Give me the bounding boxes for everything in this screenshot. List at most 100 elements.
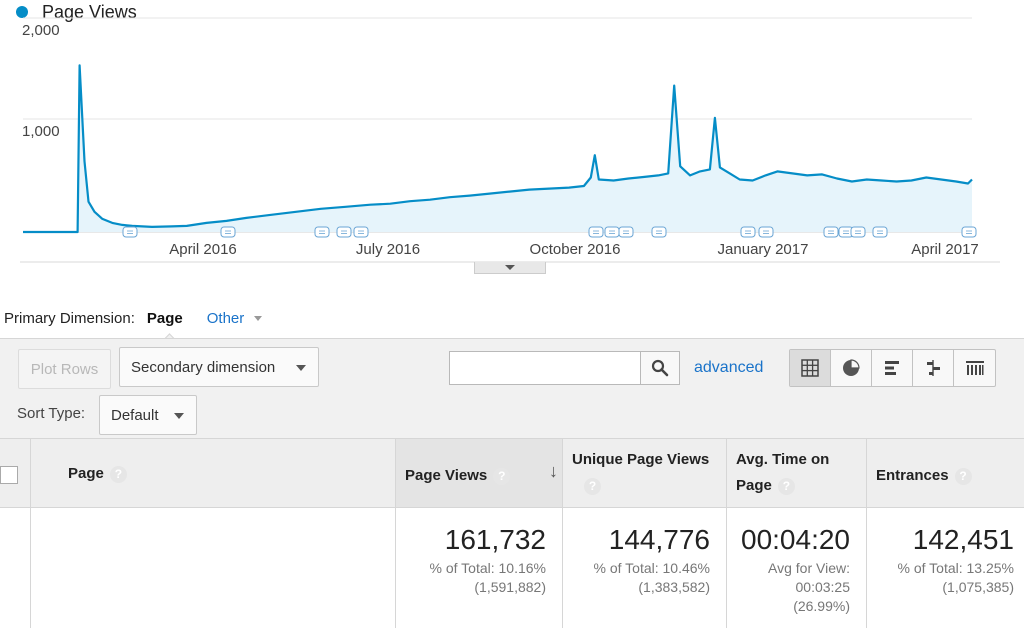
annotation-bubble [314,226,330,238]
avg-time-view-average: Avg for View: 00:03:25 (26.99%) [768,559,850,616]
legend-dot-icon [16,6,28,18]
total-page-views-share: % of Total: 10.16% (1,591,882) [430,559,546,597]
select-all-checkbox[interactable] [0,466,18,484]
annotation-icon[interactable] [651,226,667,238]
header-avg-time-line1: Avg. Time on [736,451,830,468]
chart-svg: 2,000 1,000 April 2016 July 2016 October 201… [20,17,1000,263]
header-page-label: Page? [68,461,127,487]
timeline-chart[interactable]: Page Views 2,000 1,000 April 2016 July 2016… [0,0,1024,282]
annotation-bubble [872,226,888,238]
sort-type-dropdown[interactable]: Default [99,395,197,435]
help-icon[interactable]: ? [584,477,601,495]
annotation-bubble [823,226,839,238]
comparison-icon [927,360,940,376]
avg-time-line3: (26.99%) [793,598,850,614]
sort-descending-icon[interactable]: ↓ [549,461,558,481]
header-entrances[interactable]: Entrances? [867,439,1024,507]
annotation-icon[interactable] [122,226,138,238]
header-page-views-text: Page Views [405,467,488,484]
unique-page-views-site-total: (1,383,582) [638,579,710,595]
y-tick-label: 1,000 [22,123,60,140]
table-search-input[interactable] [449,351,640,385]
annotation-icon[interactable] [740,226,756,238]
header-page-views-label: Page Views? [405,463,511,489]
table-header: Page? Page Views? ↓ Unique Page Views ? … [0,438,1024,508]
view-pie-button[interactable] [831,350,872,386]
annotation-icon[interactable] [961,226,977,238]
bar-chart-icon [885,361,899,375]
entrances-site-total: (1,075,385) [942,579,1014,595]
annotation-icon[interactable] [220,226,236,238]
totals-page-views-cell: 161,732 % of Total: 10.16% (1,591,882) [396,508,563,628]
secondary-dimension-dropdown[interactable]: Secondary dimension [119,347,319,387]
total-entrances-share: % of Total: 13.25% (1,075,385) [898,559,1014,597]
annotation-icon[interactable] [823,226,839,238]
header-avg-time-line2: Page [736,477,772,494]
chart-collapse-handle[interactable] [474,262,546,274]
help-icon[interactable]: ? [493,467,511,485]
annotation-icon[interactable] [618,226,634,238]
chevron-down-icon [254,316,263,322]
annotation-icon[interactable] [850,226,866,238]
total-page-views: 161,732 [444,524,546,555]
table-view-switcher [789,349,996,387]
annotation-icon[interactable] [336,226,352,238]
chevron-down-icon [505,265,515,270]
avg-time-line1: Avg for View: [768,560,850,576]
pivot-table-icon [965,361,984,375]
primary-dimension-bar: Primary Dimension: Page Other [4,308,263,328]
chevron-down-icon [296,365,306,371]
chart-legend[interactable]: Page Views [16,0,137,24]
header-page-views[interactable]: Page Views? ↓ [396,439,563,507]
search-icon [651,359,669,377]
annotation-icon[interactable] [353,226,369,238]
view-pivot-button[interactable] [954,350,995,386]
header-entrances-text: Entrances [876,467,949,484]
total-avg-time-on-page: 00:04:20 [741,524,850,555]
view-data-table-button[interactable] [790,350,831,386]
secondary-dimension-label: Secondary dimension [131,358,276,376]
dimension-other-label: Other [206,309,245,327]
unique-page-views-pct: % of Total: 10.46% [593,560,710,576]
annotation-bubble [758,226,774,238]
total-unique-page-views: 144,776 [608,524,710,555]
search-button[interactable] [640,351,680,385]
help-icon[interactable]: ? [109,465,127,483]
view-comparison-button[interactable] [913,350,954,386]
series-area [23,65,972,233]
annotation-icon[interactable] [872,226,888,238]
annotation-icon[interactable] [758,226,774,238]
entrances-pct: % of Total: 13.25% [897,560,1014,576]
header-unique-page-views[interactable]: Unique Page Views ? [563,439,727,507]
help-icon[interactable]: ? [954,467,972,485]
x-tick-label: April 2016 [169,241,237,258]
annotation-bubble [961,226,977,238]
view-performance-button[interactable] [872,350,913,386]
annotation-icon[interactable] [588,226,604,238]
plot-rows-button[interactable]: Plot Rows [18,349,111,389]
annotation-bubble [850,226,866,238]
dimension-page[interactable]: Page [146,309,183,327]
totals-row: 161,732 % of Total: 10.16% (1,591,882) 1… [0,508,1024,628]
header-page[interactable]: Page? [31,439,396,507]
page-views-site-total: (1,591,882) [474,579,546,595]
advanced-filter-link[interactable]: advanced [694,359,764,376]
x-tick-label: July 2016 [356,241,420,258]
primary-dimension-label: Primary Dimension: [4,309,135,327]
help-icon[interactable]: ? [777,477,795,495]
header-unique-page-views-text: Unique Page Views [572,451,710,468]
header-page-text: Page [68,465,104,482]
table-toolbar: Plot Rows Secondary dimension Sort Type:… [0,338,1024,438]
annotation-bubble [588,226,604,238]
annotation-bubble [651,226,667,238]
dimension-other[interactable]: Other [207,310,263,327]
header-avg-time-on-page[interactable]: Avg. Time on Page? [727,439,867,507]
table-grid-icon [801,359,819,377]
annotation-bubble [604,226,620,238]
annotation-bubble [220,226,236,238]
annotation-icon[interactable] [314,226,330,238]
annotation-bubble [353,226,369,238]
avg-time-line2: 00:03:25 [795,579,851,595]
annotation-icon[interactable] [604,226,620,238]
totals-page-cell [31,508,396,628]
